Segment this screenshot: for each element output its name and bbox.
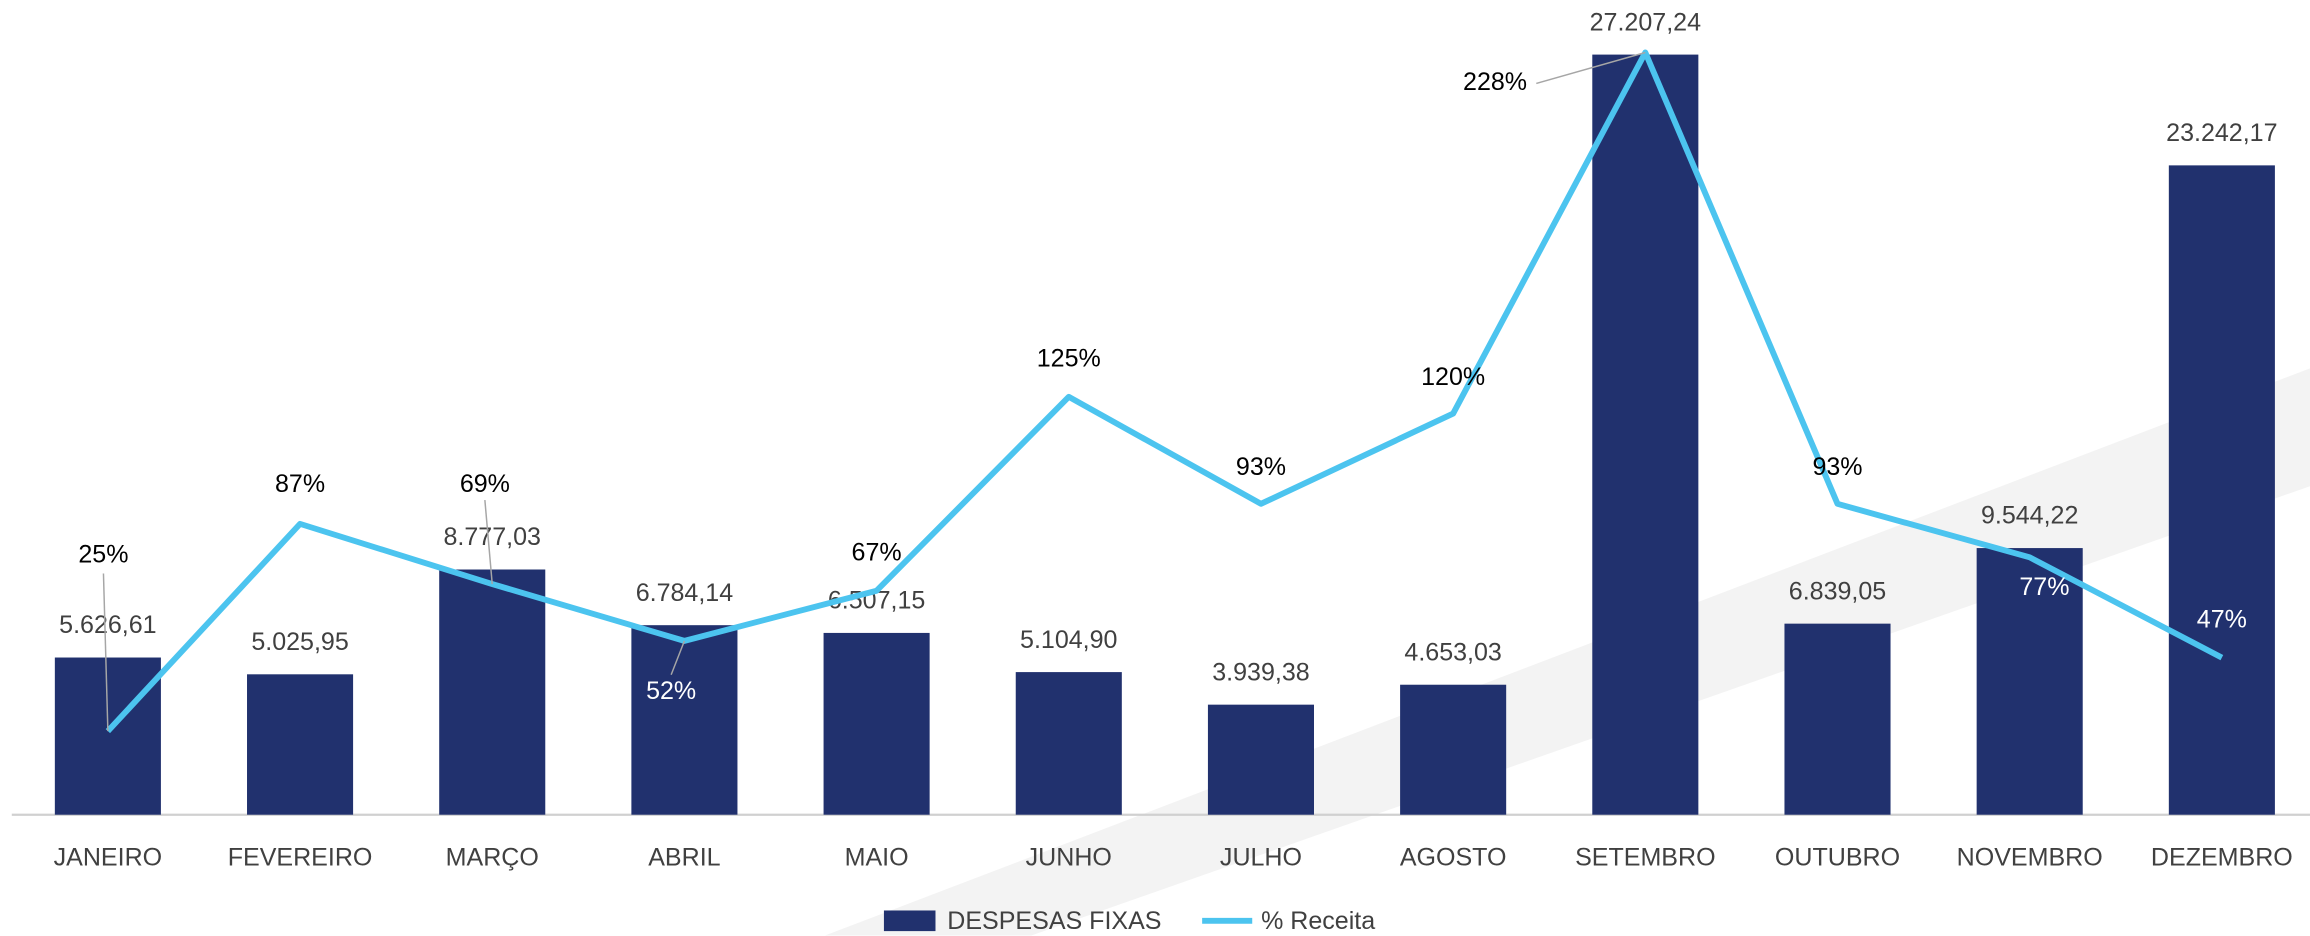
bar: [1015, 672, 1122, 815]
legend-label: % Receita: [1261, 907, 1375, 935]
line-value-label: 87%: [275, 470, 325, 498]
bar-value-label: 4.653,03: [1404, 638, 1501, 666]
bar-value-label: 9.544,22: [1981, 502, 2078, 530]
bar: [54, 657, 161, 815]
bar-value-label: 3.939,38: [1212, 658, 1309, 686]
line-value-label: 25%: [78, 540, 128, 568]
bar-value-label: 5.626,61: [59, 611, 156, 639]
leader-line: [484, 500, 493, 585]
line: [105, 49, 2224, 734]
line-value-label: 67%: [852, 539, 902, 567]
bar: [2168, 165, 2275, 815]
x-tick-label: DEZEMBRO: [2151, 844, 2293, 872]
x-tick-label: AGOSTO: [1400, 844, 1507, 872]
bar: [823, 632, 930, 815]
x-tick-label: SETEMBRO: [1575, 844, 1715, 872]
bar: [1784, 623, 1891, 815]
line-value-label: 120%: [1421, 363, 1485, 391]
x-tick-label: ABRIL: [648, 844, 720, 872]
line-value-label: 93%: [1812, 453, 1862, 481]
bar-value-label: 6.839,05: [1789, 577, 1886, 605]
x-tick-label: NOVEMBRO: [1957, 844, 2103, 872]
x-tick-label: JUNHO: [1026, 844, 1112, 872]
line-value-label: 52%: [646, 677, 696, 705]
line-value-label: 47%: [2197, 605, 2247, 633]
x-tick-label: MAIO: [845, 844, 909, 872]
bar-value-label: 8.777,03: [444, 523, 541, 551]
bar: [1976, 548, 2083, 815]
x-tick-label: OUTUBRO: [1775, 844, 1900, 872]
x-tick-label: JULHO: [1220, 844, 1302, 872]
bar-value-label: 5.104,90: [1020, 626, 1117, 654]
legend-swatch: [883, 910, 936, 932]
x-tick-label: JANEIRO: [54, 844, 163, 872]
x-tick-label: FEVEREIRO: [228, 844, 373, 872]
legend-label: DESPESAS FIXAS: [947, 907, 1161, 935]
bar: [1207, 704, 1314, 815]
bar: [439, 569, 546, 815]
leader-line: [1536, 51, 1646, 85]
bar: [1592, 54, 1699, 815]
bar-value-label: 23.242,17: [2166, 119, 2277, 147]
line-value-label: 228%: [1463, 68, 1527, 96]
bar: [247, 674, 354, 815]
line-value-label: 93%: [1236, 453, 1286, 481]
line-value-label: 69%: [460, 470, 510, 498]
line-value-label: 125%: [1037, 345, 1101, 373]
line-value-label: 77%: [2019, 573, 2069, 601]
leader-line: [102, 573, 109, 732]
x-tick-label: MARÇO: [446, 844, 539, 872]
leader-line: [670, 640, 686, 676]
bar-value-label: 6.784,14: [636, 579, 734, 607]
bar-value-label: 5.025,95: [251, 628, 348, 656]
bar-value-label: 27.207,24: [1590, 8, 1701, 36]
bar: [631, 625, 738, 815]
bar: [1400, 684, 1507, 815]
